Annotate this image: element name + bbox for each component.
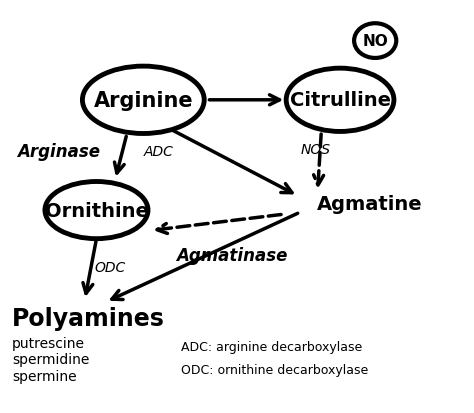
Text: NOS: NOS	[300, 142, 330, 157]
Text: Agmatine: Agmatine	[317, 195, 422, 214]
Text: Citrulline: Citrulline	[290, 91, 391, 110]
Text: spermine: spermine	[12, 369, 77, 382]
Text: ADC: ADC	[143, 145, 173, 159]
Ellipse shape	[45, 182, 148, 239]
Ellipse shape	[286, 69, 394, 132]
Text: Polyamines: Polyamines	[12, 306, 165, 330]
Text: Agmatinase: Agmatinase	[176, 247, 287, 264]
Text: ADC: arginine decarboxylase: ADC: arginine decarboxylase	[181, 341, 362, 354]
Text: spermidine: spermidine	[12, 352, 90, 366]
Text: ODC: ornithine decarboxylase: ODC: ornithine decarboxylase	[181, 363, 368, 376]
Ellipse shape	[82, 67, 204, 134]
Text: Arginine: Arginine	[93, 90, 193, 111]
Text: ODC: ODC	[94, 261, 126, 275]
Text: Ornithine: Ornithine	[45, 201, 148, 220]
Text: NO: NO	[362, 34, 388, 49]
Text: putrescine: putrescine	[12, 336, 85, 350]
Ellipse shape	[354, 24, 396, 59]
Text: Arginase: Arginase	[17, 142, 100, 161]
